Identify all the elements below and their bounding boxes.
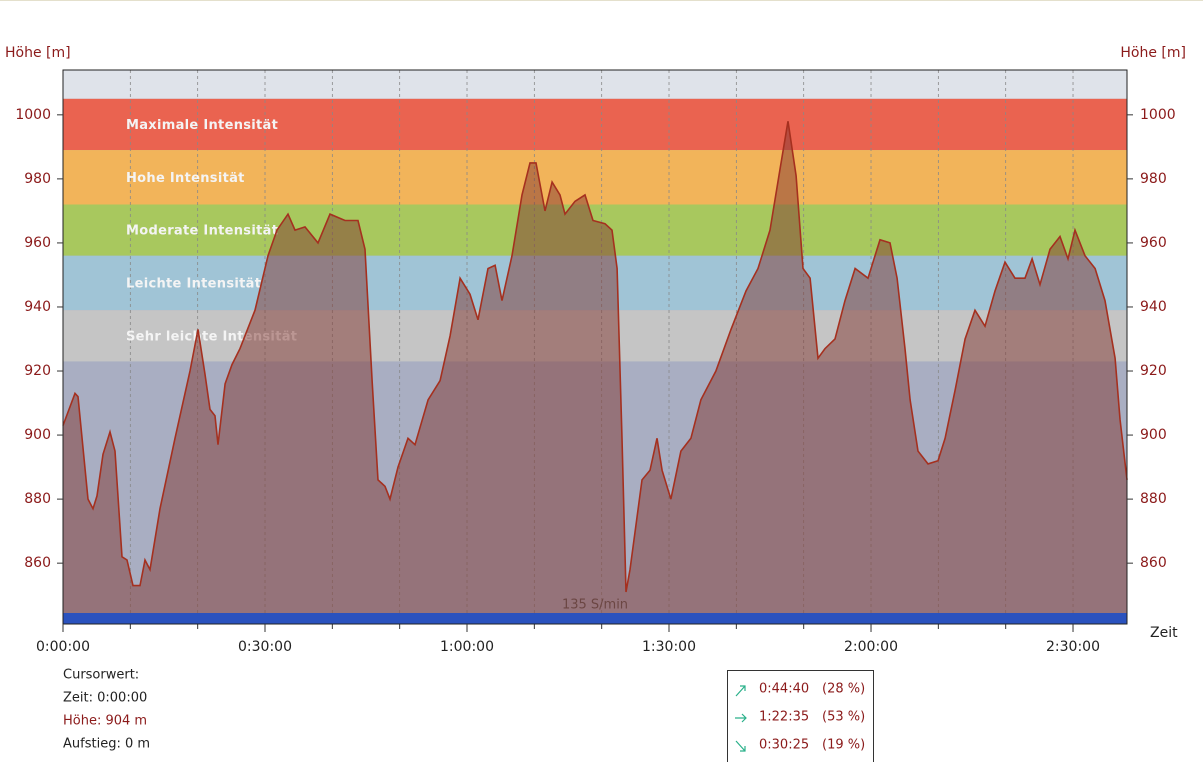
x-tick-label: 0:00:00 xyxy=(36,639,90,655)
area-fill xyxy=(63,121,1127,613)
y2-tick-label: 860 xyxy=(1140,555,1167,571)
cursor-time: Zeit: 0:00:00 xyxy=(63,691,147,706)
y2-axis-label: Höhe [m] xyxy=(1120,45,1186,61)
summary-box xyxy=(727,670,874,762)
upper-background xyxy=(63,70,1127,99)
y-tick-label: 960 xyxy=(24,235,51,251)
y-tick-label: 880 xyxy=(24,491,51,507)
y-tick-label: 980 xyxy=(24,171,51,187)
zone-label: Leichte Intensität xyxy=(126,276,261,291)
y2-tick-label: 900 xyxy=(1140,427,1167,443)
summary-up-time: 0:44:40 xyxy=(759,682,809,697)
x-axis-label: Zeit xyxy=(1150,625,1178,641)
icon-up xyxy=(735,685,746,697)
zone-band xyxy=(63,98,1127,151)
icon-down xyxy=(735,740,746,752)
y2-tick-label: 920 xyxy=(1140,363,1167,379)
cadence-bar xyxy=(63,613,1127,624)
y-tick-label: 920 xyxy=(24,363,51,379)
x-tick-label: 1:30:00 xyxy=(642,639,696,655)
zone-band xyxy=(63,150,1127,205)
y2-tick-label: 940 xyxy=(1140,299,1167,315)
y-tick-label: 1000 xyxy=(15,107,51,123)
x-tick-label: 2:00:00 xyxy=(844,639,898,655)
summary-down-time: 0:30:25 xyxy=(759,738,809,753)
x-tick-label: 1:00:00 xyxy=(440,639,494,655)
y-tick-label: 900 xyxy=(24,427,51,443)
summary-flat-time: 1:22:35 xyxy=(759,710,809,725)
cursor-ascent: Aufstieg: 0 m xyxy=(63,737,150,752)
icon-flat xyxy=(735,713,747,723)
x-tick-label: 0:30:00 xyxy=(238,639,292,655)
cursor-height: Höhe: 904 m xyxy=(63,714,147,729)
cursor-title: Cursorwert: xyxy=(63,668,139,683)
y-axis-label: Höhe [m] xyxy=(5,45,71,61)
y2-tick-label: 1000 xyxy=(1140,107,1176,123)
plot-area: Maximale Intensität Hohe Intensität Modera… xyxy=(15,69,1176,655)
elevation-line xyxy=(62,121,1128,593)
summary-up-share: (28 %) xyxy=(822,682,865,697)
zone-label: Maximale Intensität xyxy=(126,118,278,133)
summary-flat-share: (53 %) xyxy=(822,710,865,725)
y2-tick-label: 980 xyxy=(1140,171,1167,187)
y-tick-label: 860 xyxy=(24,555,51,571)
x-tick-label: 2:30:00 xyxy=(1046,639,1100,655)
zone-label: Moderate Intensität xyxy=(126,224,278,239)
y2-tick-label: 960 xyxy=(1140,235,1167,251)
zone-label: Hohe Intensität xyxy=(126,171,245,186)
plot-frame xyxy=(62,69,1128,625)
y2-tick-label: 880 xyxy=(1140,491,1167,507)
summary-icons xyxy=(735,685,747,752)
summary-down-share: (19 %) xyxy=(822,738,865,753)
y-tick-label: 940 xyxy=(24,299,51,315)
